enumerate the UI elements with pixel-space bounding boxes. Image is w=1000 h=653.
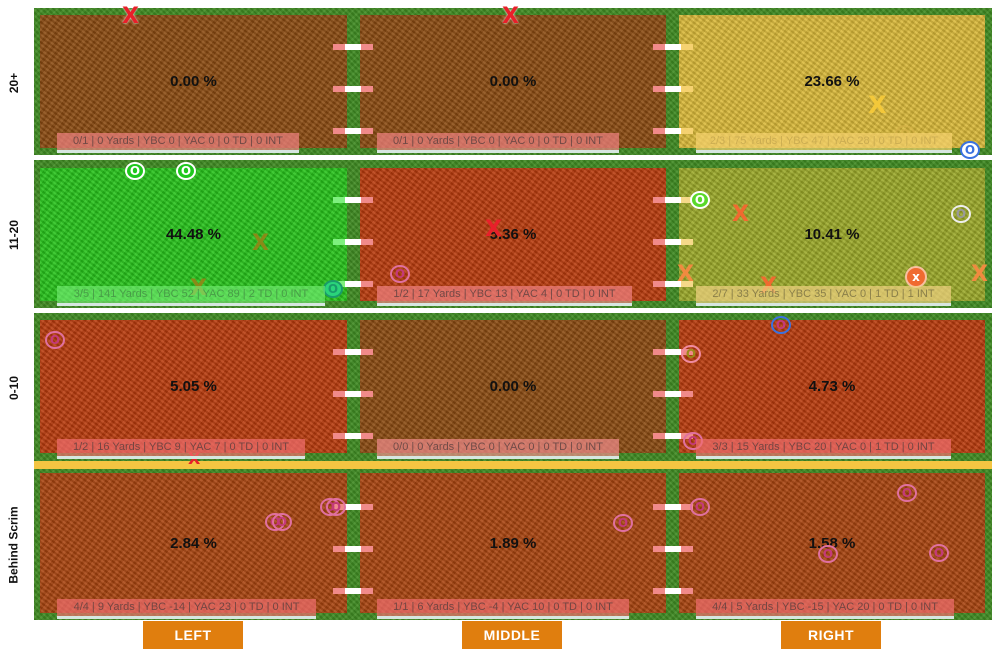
incompletion-x-icon[interactable]: X bbox=[677, 262, 694, 287]
line-of-scrimmage bbox=[34, 461, 992, 469]
completion-o-icon[interactable]: O bbox=[818, 545, 838, 563]
completion-o-icon[interactable]: O bbox=[272, 513, 292, 531]
zone-stat-0-10-left: 1/2 | 16 Yards | YBC 9 | YAC 7 | 0 TD | … bbox=[57, 439, 305, 459]
zone-20plus-left[interactable]: 0.00 % bbox=[40, 15, 347, 148]
zone-fill bbox=[360, 15, 666, 148]
interception-icon[interactable]: x bbox=[905, 266, 927, 288]
completion-o-icon[interactable]: O bbox=[176, 162, 196, 180]
zone-20plus-right[interactable]: 23.66 % bbox=[679, 15, 985, 148]
completion-o-icon[interactable]: O bbox=[390, 265, 410, 283]
zone-behind-right[interactable]: 1.58 % bbox=[679, 473, 985, 613]
incompletion-x-icon[interactable]: X bbox=[122, 4, 139, 29]
row-separator bbox=[34, 155, 992, 160]
zone-behind-left[interactable]: 2.84 % bbox=[40, 473, 347, 613]
zone-fill bbox=[40, 15, 347, 148]
row-separator bbox=[34, 308, 992, 313]
zone-percentage: 2.84 % bbox=[170, 535, 217, 552]
zone-stat-20plus-right: 2/3 | 75 Yards | YBC 47 | YAC 28 | 0 TD … bbox=[696, 133, 952, 153]
completion-o-icon[interactable]: O bbox=[681, 345, 701, 363]
zone-11-20-left[interactable]: 44.48 % bbox=[40, 168, 347, 301]
incompletion-x-icon[interactable]: X bbox=[502, 4, 519, 29]
zone-fill bbox=[40, 168, 347, 301]
zone-percentage: 5.36 % bbox=[489, 226, 537, 243]
row-label-0-10: 0-10 bbox=[0, 315, 28, 460]
row-label-20-plus: 20+ bbox=[0, 10, 28, 155]
zone-stat-20plus-left: 0/1 | 0 Yards | YBC 0 | YAC 0 | 0 TD | 0… bbox=[57, 133, 299, 153]
completion-o-icon[interactable]: O bbox=[125, 162, 145, 180]
zone-percentage: 0.00 % bbox=[170, 73, 217, 90]
completion-o-icon[interactable]: O bbox=[326, 498, 346, 516]
row-label-text: 11-20 bbox=[7, 219, 21, 250]
zone-percentage: 5.05 % bbox=[170, 378, 217, 395]
completion-o-icon[interactable]: O bbox=[613, 514, 633, 532]
zone-fill bbox=[360, 320, 666, 453]
zone-stat-behind-middle: 1/1 | 6 Yards | YBC -4 | YAC 10 | 0 TD |… bbox=[377, 599, 629, 619]
zone-stat-11-20-right: 2/7 | 33 Yards | YBC 35 | YAC 0 | 1 TD |… bbox=[696, 286, 951, 306]
zone-fill bbox=[679, 15, 985, 148]
zone-fill bbox=[679, 320, 985, 453]
zone-0-10-middle[interactable]: 0.00 % bbox=[360, 320, 666, 453]
row-label-behind-scrim: Behind Scrim bbox=[0, 470, 28, 620]
completion-o-icon[interactable]: O bbox=[951, 205, 971, 223]
column-middle-button[interactable]: MIDDLE bbox=[462, 621, 562, 649]
zone-percentage: 0.00 % bbox=[489, 73, 537, 90]
zone-percentage: 1.89 % bbox=[489, 535, 537, 552]
zone-percentage: 4.73 % bbox=[808, 378, 856, 395]
zone-percentage: 10.41 % bbox=[804, 226, 860, 243]
zone-11-20-right[interactable]: 10.41 % bbox=[679, 168, 985, 301]
completion-o-icon[interactable]: O bbox=[960, 141, 980, 159]
completion-o-icon[interactable]: O bbox=[897, 484, 917, 502]
completion-o-icon[interactable]: O bbox=[690, 498, 710, 516]
completion-o-icon[interactable]: O bbox=[323, 280, 343, 298]
zone-fill bbox=[40, 320, 347, 453]
column-left-button[interactable]: LEFT bbox=[143, 621, 243, 649]
zone-stat-0-10-middle: 0/0 | 0 Yards | YBC 0 | YAC 0 | 0 TD | 0… bbox=[377, 439, 619, 459]
row-label-text: 20+ bbox=[6, 72, 21, 93]
zone-stat-11-20-left: 3/5 | 141 Yards | YBC 52 | YAC 89 | 2 TD… bbox=[57, 286, 325, 306]
incompletion-x-icon[interactable]: X bbox=[485, 217, 502, 242]
incompletion-x-icon[interactable]: X bbox=[868, 91, 887, 119]
zone-20plus-middle[interactable]: 0.00 % bbox=[360, 15, 666, 148]
row-label-11-20: 11-20 bbox=[0, 162, 28, 307]
row-label-text: 0-10 bbox=[7, 375, 21, 400]
zone-behind-middle[interactable]: 1.89 % bbox=[360, 473, 666, 613]
zone-stat-behind-right: 4/4 | 5 Yards | YBC -15 | YAC 20 | 0 TD … bbox=[696, 599, 954, 619]
zone-fill bbox=[40, 473, 347, 613]
incompletion-x-icon[interactable]: X bbox=[732, 202, 749, 227]
zone-stat-11-20-middle: 1/2 | 17 Yards | YBC 13 | YAC 4 | 0 TD |… bbox=[377, 286, 632, 306]
zone-percentage: 0.00 % bbox=[489, 378, 537, 395]
zone-stat-20plus-middle: 0/1 | 0 Yards | YBC 0 | YAC 0 | 0 TD | 0… bbox=[377, 133, 619, 153]
column-right-button[interactable]: RIGHT bbox=[781, 621, 881, 649]
zone-0-10-left[interactable]: 5.05 % bbox=[40, 320, 347, 453]
incompletion-x-icon[interactable]: X bbox=[971, 262, 988, 287]
zone-11-20-middle[interactable]: 5.36 % bbox=[360, 168, 666, 301]
completion-o-icon[interactable]: O bbox=[690, 191, 710, 209]
completion-o-icon[interactable]: O bbox=[929, 544, 949, 562]
zone-percentage: 44.48 % bbox=[165, 226, 222, 243]
zone-stat-0-10-right: 3/3 | 15 Yards | YBC 20 | YAC 0 | 1 TD |… bbox=[696, 439, 951, 459]
zone-fill bbox=[360, 473, 666, 613]
zone-fill bbox=[360, 168, 666, 301]
zone-0-10-right[interactable]: 4.73 % bbox=[679, 320, 985, 453]
zone-fill bbox=[679, 168, 985, 301]
zone-stat-behind-left: 4/4 | 9 Yards | YBC -14 | YAC 23 | 0 TD … bbox=[57, 599, 316, 619]
completion-o-icon[interactable]: O bbox=[771, 316, 791, 334]
incompletion-x-icon[interactable]: X bbox=[252, 231, 269, 256]
row-label-text: Behind Scrim bbox=[7, 506, 22, 584]
zone-fill bbox=[679, 473, 985, 613]
completion-o-icon[interactable]: O bbox=[45, 331, 65, 349]
zone-percentage: 23.66 % bbox=[804, 73, 860, 90]
